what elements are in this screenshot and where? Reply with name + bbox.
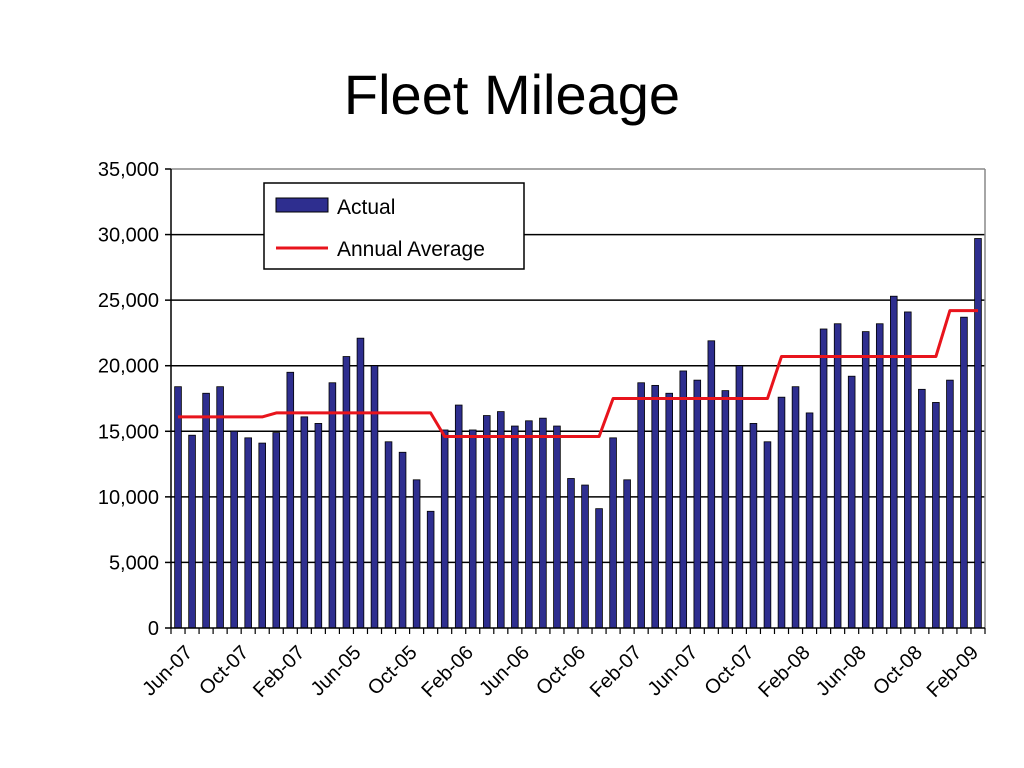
bar-actual bbox=[749, 423, 758, 629]
x-tick-label: Jun-05 bbox=[307, 642, 366, 701]
bar-actual bbox=[202, 392, 210, 629]
bar-actual bbox=[637, 382, 645, 629]
bar-actual bbox=[328, 382, 337, 629]
bar-actual bbox=[412, 479, 421, 629]
bar-actual bbox=[623, 479, 631, 629]
bar-actual bbox=[819, 328, 828, 629]
x-tick-label: Feb-08 bbox=[754, 642, 814, 702]
x-tick-label: Oct-06 bbox=[532, 642, 590, 700]
x-tick-label: Jun-07 bbox=[644, 642, 703, 701]
x-axis-ticks: Jun-07Oct-07Feb-07Jun-05Oct-05Feb-06Jun-… bbox=[138, 628, 986, 702]
x-tick-label: Oct-07 bbox=[195, 642, 253, 700]
bar-actual bbox=[468, 429, 477, 629]
x-tick-label: Feb-07 bbox=[586, 642, 646, 702]
bar-actual bbox=[693, 379, 702, 629]
bar-actual bbox=[426, 510, 435, 629]
x-tick-label: Oct-08 bbox=[869, 642, 927, 700]
bar-actual bbox=[440, 429, 449, 629]
y-axis-ticks: 0 5,000 10,000 15,000 20,000 25,000 30,000 35,0… bbox=[98, 159, 171, 640]
x-tick-label: Feb-06 bbox=[417, 642, 477, 702]
y-tick-label: 20,000 bbox=[98, 356, 159, 378]
bar-series-actual bbox=[174, 238, 982, 629]
bar-actual bbox=[511, 425, 519, 629]
x-tick-label: Feb-09 bbox=[923, 642, 983, 702]
bar-actual bbox=[721, 390, 730, 629]
legend: Actual Annual Average bbox=[263, 182, 525, 270]
bar-actual bbox=[525, 420, 533, 629]
bar-actual bbox=[567, 478, 575, 629]
bar-actual bbox=[174, 386, 182, 629]
y-tick-label: 10,000 bbox=[98, 487, 159, 509]
bar-actual bbox=[216, 386, 224, 629]
bar-actual bbox=[286, 371, 295, 629]
bar-actual bbox=[651, 384, 659, 629]
bar-actual bbox=[609, 437, 617, 629]
legend-box bbox=[263, 182, 525, 270]
bar-actual bbox=[904, 311, 912, 629]
bar-actual bbox=[483, 415, 491, 629]
y-tick-label: 15,000 bbox=[98, 421, 159, 443]
x-tick-label: Oct-05 bbox=[364, 642, 422, 700]
y-tick-label: 30,000 bbox=[98, 225, 159, 247]
legend-label-annual-average: Annual Average bbox=[337, 238, 485, 261]
x-tick-label: Jun-06 bbox=[475, 642, 534, 701]
bar-actual bbox=[974, 238, 982, 629]
bar-actual bbox=[398, 451, 407, 629]
bar-actual bbox=[763, 441, 772, 629]
bar-actual bbox=[875, 323, 884, 629]
bar-actual bbox=[314, 423, 323, 629]
legend-label-actual: Actual bbox=[337, 196, 395, 219]
bar-actual bbox=[665, 392, 673, 629]
chart-title: Fleet Mileage bbox=[343, 63, 681, 126]
bar-actual bbox=[890, 295, 898, 629]
bar-actual bbox=[454, 404, 463, 629]
bar-actual bbox=[497, 411, 505, 629]
bar-actual bbox=[300, 416, 309, 629]
x-tick-label: Oct-07 bbox=[701, 642, 759, 700]
bar-actual bbox=[188, 434, 196, 629]
line-series-annual-average bbox=[178, 309, 978, 438]
bar-actual bbox=[805, 412, 814, 629]
bar-actual bbox=[258, 442, 266, 629]
bar-actual bbox=[595, 508, 603, 629]
bar-actual bbox=[230, 430, 238, 629]
bar-actual bbox=[833, 323, 842, 629]
x-tick-label: Jun-08 bbox=[812, 642, 871, 701]
bar-actual bbox=[960, 316, 968, 629]
bar-actual bbox=[932, 402, 940, 629]
bar-actual bbox=[370, 365, 379, 629]
bar-actual bbox=[707, 340, 716, 629]
bar-actual bbox=[539, 417, 547, 629]
bar-actual bbox=[918, 388, 926, 629]
bar-actual bbox=[791, 386, 800, 629]
y-tick-label: 35,000 bbox=[98, 159, 159, 181]
y-tick-label: 25,000 bbox=[98, 290, 159, 312]
bar-actual bbox=[356, 337, 365, 629]
bar-actual bbox=[384, 441, 393, 629]
legend-swatch-actual bbox=[275, 197, 329, 213]
bar-actual bbox=[679, 370, 688, 629]
x-tick-label: Jun-07 bbox=[138, 642, 197, 701]
bar-actual bbox=[847, 375, 856, 629]
bar-actual bbox=[244, 437, 252, 629]
annual-average-line bbox=[178, 309, 978, 438]
x-tick-label: Feb-07 bbox=[249, 642, 309, 702]
bar-actual bbox=[861, 331, 870, 629]
bar-actual bbox=[342, 356, 351, 629]
y-tick-label: 0 bbox=[148, 618, 159, 640]
bar-actual bbox=[735, 365, 744, 629]
bar-actual bbox=[272, 432, 281, 629]
y-tick-label: 5,000 bbox=[109, 552, 159, 574]
bar-actual bbox=[777, 396, 786, 629]
bar-actual bbox=[553, 425, 561, 629]
bar-actual bbox=[581, 484, 589, 629]
bar-actual bbox=[946, 379, 954, 629]
